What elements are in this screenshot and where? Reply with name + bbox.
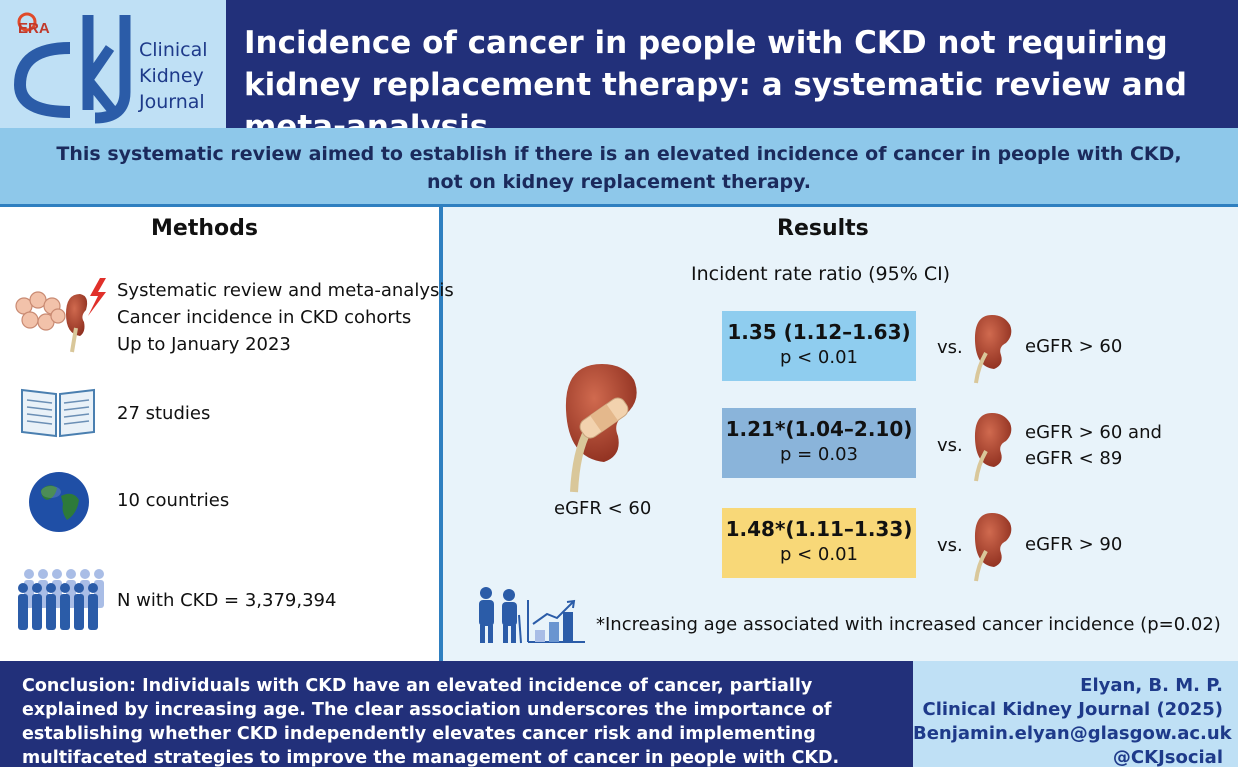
open-book-icon — [21, 388, 95, 438]
cells-kidney-lightning-icon — [15, 278, 106, 353]
panel-divider — [439, 207, 443, 661]
irr-box-3: 1.48*(1.11–1.33) p < 0.01 — [722, 508, 916, 578]
irr-p-value: p = 0.03 — [779, 444, 859, 465]
aim-text: This systematic review aimed to establis… — [56, 143, 1182, 193]
vs-label: vs. — [937, 435, 963, 456]
vs-label: vs. — [937, 535, 963, 556]
irr-box-1: 1.35 (1.12–1.63) p < 0.01 — [722, 311, 916, 381]
irr-p-value: p < 0.01 — [779, 347, 859, 368]
studies-count: 27 studies — [117, 403, 211, 424]
globe-icon — [29, 472, 89, 532]
irr-value: 1.21*(1.04–2.10) — [725, 417, 913, 441]
age-footnote: *Increasing age associated with increase… — [596, 614, 1221, 635]
journal-name: Clinical Kidney Journal — [139, 39, 208, 113]
vs-label: vs. — [937, 337, 963, 358]
kidney-icon — [974, 513, 1012, 582]
kidney-icon — [974, 315, 1012, 384]
ckj-logo-icon: ERA — [13, 12, 131, 124]
era-text: ERA — [18, 20, 50, 37]
crowd-icon — [18, 569, 104, 630]
comparison-3-label: eGFR > 90 — [1025, 534, 1123, 555]
irr-p-value: p < 0.01 — [779, 544, 859, 565]
countries-count: 10 countries — [117, 490, 230, 511]
comparison-2-label: eGFR > 60 and eGFR < 89 — [1025, 422, 1162, 469]
methods-heading: Methods — [151, 216, 258, 241]
rising-bar-chart-icon — [527, 599, 585, 643]
author-name: Elyan, B. M. P. — [1080, 675, 1223, 696]
methods-design-text: Systematic review and meta-analysis Canc… — [117, 280, 454, 355]
reference-label: eGFR < 60 — [554, 498, 652, 519]
irr-subheading: Incident rate ratio (95% CI) — [691, 263, 951, 285]
kidney-with-bandage-icon — [565, 364, 637, 493]
n-ckd-text: N with CKD = 3,379,394 — [117, 590, 337, 611]
journal-logo: ERA — [0, 0, 226, 128]
kidney-icon — [974, 413, 1012, 482]
irr-value: 1.35 (1.12–1.63) — [727, 320, 911, 344]
credits: Elyan, B. M. P. Clinical Kidney Journal … — [913, 674, 1232, 770]
credits-box — [913, 661, 1238, 767]
elderly-couple-icon — [479, 587, 522, 644]
aim-band — [0, 128, 1238, 207]
comparison-1-label: eGFR > 60 — [1025, 336, 1123, 357]
email-link[interactable]: Benjamin.elyan@glasgow.ac.uk — [913, 723, 1232, 744]
results-heading: Results — [777, 216, 869, 241]
social-handle[interactable]: @CKJsocial — [1112, 747, 1223, 768]
conclusion-text: Conclusion: Individuals with CKD have an… — [22, 676, 840, 768]
irr-box-2: 1.21*(1.04–2.10) p = 0.03 — [722, 408, 916, 478]
irr-value: 1.48*(1.11–1.33) — [725, 517, 913, 541]
journal-citation: Clinical Kidney Journal (2025) — [922, 699, 1223, 720]
